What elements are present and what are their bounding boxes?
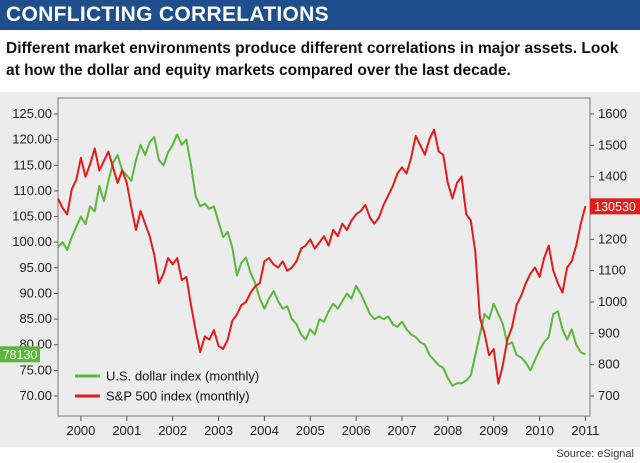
page-subtitle: Different market environments produce di… [6, 40, 619, 79]
x-tick-label: 2003 [204, 423, 233, 438]
legend-label-dollar: U.S. dollar index (monthly) [106, 369, 259, 384]
title-bar: CONFLICTING CORRELATIONS [0, 0, 640, 30]
source-note: Source: eSignal [556, 448, 634, 460]
x-tick-label: 2010 [525, 423, 554, 438]
sp500-last-value-tag [590, 198, 640, 215]
x-tick-label: 2008 [433, 423, 462, 438]
dollar-last-value-label: 78130 [3, 348, 38, 362]
plot-frame [57, 97, 591, 417]
left-y-tick-label: 90.00 [19, 285, 52, 300]
sp500-last-value-label: 130530 [594, 200, 636, 214]
left-y-tick-label: 95.00 [19, 260, 52, 275]
x-tick-label: 2009 [479, 423, 508, 438]
left-y-tick-label: 85.00 [19, 311, 52, 326]
x-tick-label: 2001 [112, 423, 141, 438]
right-y-tick-label: 1100 [598, 263, 626, 278]
left-y-tick-label: 110.00 [13, 183, 52, 198]
left-y-tick-label: 120.00 [12, 132, 52, 147]
x-tick-label: 2006 [342, 423, 371, 438]
left-y-tick-label: 100.00 [12, 234, 52, 249]
chart-area: 125.00 120.00 115.00 110.00 105.00 100.00 95.0… [0, 92, 640, 447]
left-y-tick-label: 70.00 [19, 388, 52, 403]
x-tick-label: 2005 [296, 423, 325, 438]
x-tick-label: 2007 [388, 423, 417, 438]
right-y-tick-label: 700 [598, 388, 620, 403]
left-y-tick-label: 105.00 [12, 209, 52, 224]
x-tick-label: 2000 [66, 423, 95, 438]
right-y-tick-label: 1000 [598, 294, 627, 309]
right-y-tick-label: 1400 [598, 169, 627, 184]
right-y-tick-label: 800 [598, 357, 620, 372]
legend-label-sp500: S&P 500 index (monthly) [106, 389, 250, 404]
left-y-tick-label: 75.00 [19, 362, 52, 377]
sp500-line [57, 128, 587, 385]
right-y-tick-label: 1200 [598, 231, 627, 246]
page-title: CONFLICTING CORRELATIONS [6, 3, 329, 26]
right-y-tick-label: 1500 [598, 137, 627, 152]
left-y-tick-label: 125.00 [12, 106, 52, 121]
dual-axis-line-chart: 125.00 120.00 115.00 110.00 105.00 100.00 95.0… [0, 97, 640, 438]
left-y-tick-label: 115.00 [13, 157, 52, 172]
x-tick-label: 2011 [571, 423, 599, 438]
right-y-tick-label: 900 [598, 325, 620, 340]
x-tick-label: 2004 [250, 423, 279, 438]
x-tick-label: 2002 [158, 423, 187, 438]
right-y-tick-label: 1600 [598, 106, 627, 121]
dollar-last-value-tag [0, 346, 40, 363]
dollar-index-line [57, 133, 586, 387]
